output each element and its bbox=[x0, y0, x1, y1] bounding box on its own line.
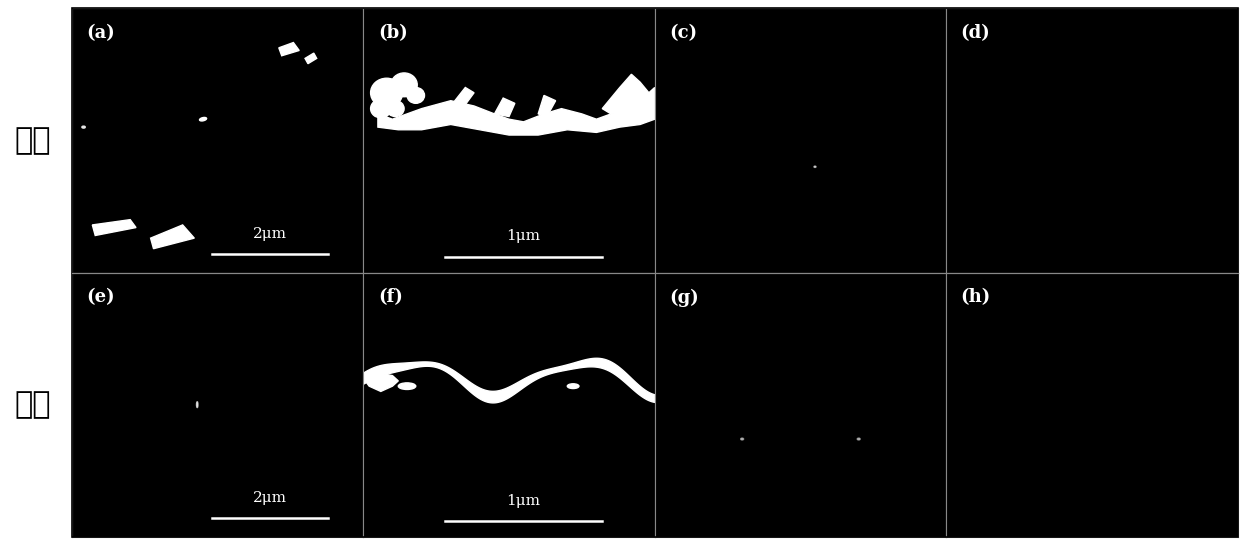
Polygon shape bbox=[363, 373, 398, 391]
Ellipse shape bbox=[200, 117, 207, 121]
Ellipse shape bbox=[857, 438, 861, 440]
Polygon shape bbox=[538, 95, 556, 117]
Polygon shape bbox=[92, 220, 136, 235]
Polygon shape bbox=[279, 43, 299, 56]
Ellipse shape bbox=[568, 384, 579, 389]
Circle shape bbox=[387, 101, 404, 117]
Circle shape bbox=[391, 73, 417, 96]
Ellipse shape bbox=[82, 126, 86, 128]
Ellipse shape bbox=[813, 166, 816, 167]
Polygon shape bbox=[603, 74, 655, 114]
Text: (b): (b) bbox=[378, 24, 408, 42]
Text: (c): (c) bbox=[670, 24, 697, 42]
Polygon shape bbox=[305, 53, 316, 64]
Circle shape bbox=[371, 99, 391, 118]
Polygon shape bbox=[378, 101, 655, 135]
Text: (d): (d) bbox=[961, 24, 991, 42]
Circle shape bbox=[371, 78, 403, 107]
Text: (h): (h) bbox=[961, 288, 991, 306]
Text: 1μm: 1μm bbox=[507, 494, 541, 508]
Polygon shape bbox=[495, 98, 515, 117]
Ellipse shape bbox=[740, 438, 744, 440]
Text: (e): (e) bbox=[87, 288, 115, 306]
Text: 上层: 上层 bbox=[14, 390, 51, 419]
Text: 2μm: 2μm bbox=[253, 227, 288, 241]
Text: 2μm: 2μm bbox=[253, 491, 288, 505]
Text: (f): (f) bbox=[378, 288, 403, 306]
Circle shape bbox=[407, 87, 424, 104]
Polygon shape bbox=[150, 225, 195, 249]
Text: (a): (a) bbox=[87, 24, 115, 42]
Text: (g): (g) bbox=[670, 288, 699, 307]
Ellipse shape bbox=[398, 383, 415, 390]
Ellipse shape bbox=[196, 402, 198, 408]
Polygon shape bbox=[451, 87, 474, 108]
Text: 空白: 空白 bbox=[14, 126, 51, 155]
Text: 1μm: 1μm bbox=[507, 229, 541, 244]
